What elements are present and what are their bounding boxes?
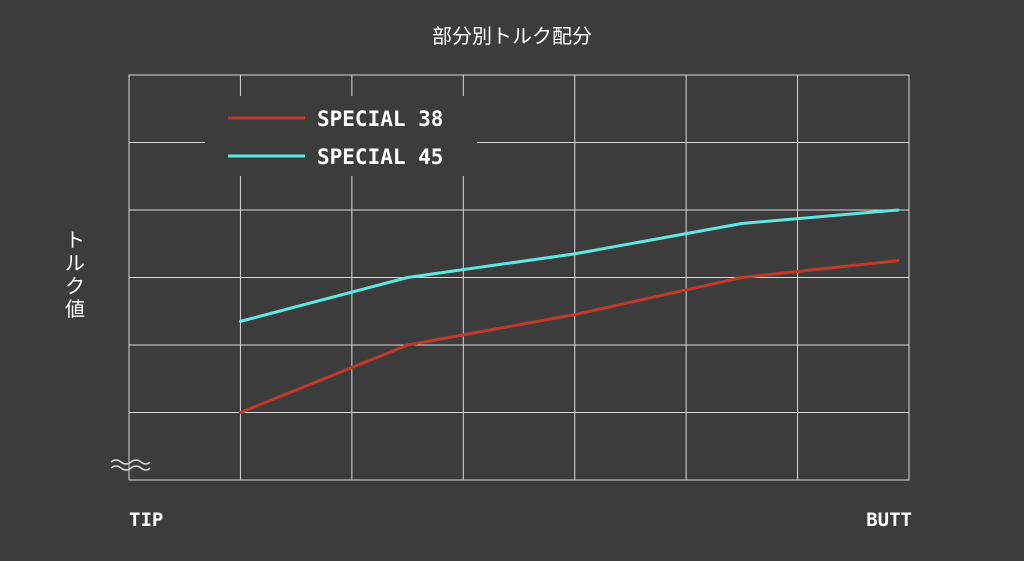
y-axis-label: ト ル ク 値 [65,228,85,321]
legend-background [205,96,477,176]
ylabel-char-2: ル [65,251,85,275]
series-line-special-38 [238,259,900,414]
series-layer [238,208,900,414]
legend-label-special-45: SPECIAL 45 [317,145,443,169]
axis-break-icon [110,459,151,471]
ylabel-char-3: ク [65,274,85,298]
series-line-special-45 [238,208,900,323]
x-start-label: TIP [129,509,163,531]
legend: SPECIAL 38 SPECIAL 45 [205,96,477,176]
chart-title: 部分別トルク配分 [432,24,592,48]
legend-label-special-38: SPECIAL 38 [317,107,443,131]
ylabel-char-4: 値 [65,297,85,321]
plot-frame [128,74,910,481]
ylabel-char-1: ト [65,228,85,252]
x-end-label: BUTT [866,509,912,531]
